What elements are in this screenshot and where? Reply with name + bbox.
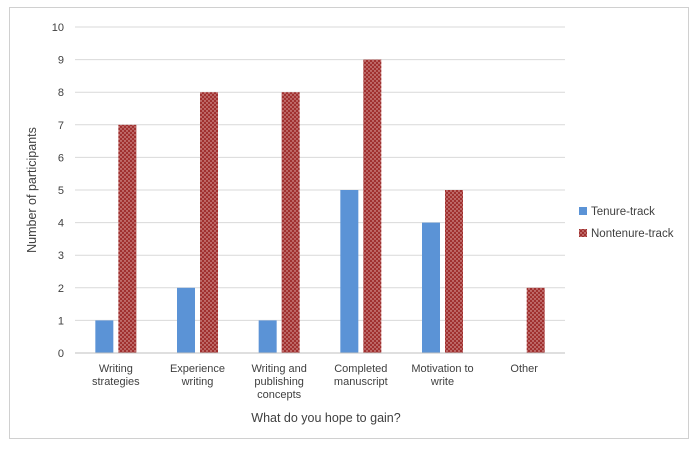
x-axis-title: What do you hope to gain? — [251, 411, 400, 425]
y-tick-label: 8 — [58, 87, 64, 99]
bar-tenure-track — [258, 320, 277, 353]
y-tick-label: 4 — [58, 218, 64, 230]
bar-tenure-track — [95, 320, 114, 353]
legend: Tenure-track Nontenure-track — [579, 206, 674, 240]
x-tick-label: Motivation to write — [411, 363, 473, 388]
bar-tenure-track — [340, 190, 359, 353]
x-tick-label: Writing strategies — [92, 363, 140, 388]
y-axis-title: Number of participants — [25, 127, 39, 253]
bar-tenure-track — [177, 287, 195, 353]
y-tick-labels: 0 1 2 3 4 5 6 7 8 9 10 — [52, 22, 64, 360]
bar-tenure-track — [422, 222, 440, 353]
legend-swatch — [579, 207, 587, 215]
y-tick-label: 10 — [52, 22, 64, 34]
bar-nontenure-track — [445, 190, 463, 353]
x-tick-label: Experience writing — [170, 363, 225, 388]
y-tick-label: 9 — [58, 55, 64, 67]
bar-nontenure-track — [118, 124, 137, 353]
y-tick-label: 6 — [58, 152, 64, 164]
bar-nontenure-track — [526, 287, 545, 353]
x-tick-label: Other — [510, 363, 538, 375]
bar-nontenure-track — [363, 59, 382, 353]
y-tick-label: 2 — [58, 283, 64, 295]
legend-label: Tenure-track — [591, 206, 655, 218]
y-tick-label: 1 — [58, 315, 64, 327]
gridlines — [75, 26, 565, 321]
x-tick-label: Writing and publishing concepts — [251, 363, 306, 401]
bar-nontenure-track — [200, 92, 218, 353]
y-tick-label: 5 — [58, 185, 64, 197]
x-tick-labels: Writing strategies Experience writing Writin… — [92, 363, 538, 401]
legend-swatch — [579, 229, 587, 237]
y-tick-label: 3 — [58, 250, 64, 262]
bars — [95, 59, 545, 353]
legend-label: Nontenure-track — [591, 228, 674, 240]
x-tick-label: Completed manuscript — [334, 363, 388, 388]
y-tick-label: 7 — [58, 120, 64, 132]
y-tick-label: 0 — [58, 348, 64, 360]
bar-nontenure-track — [281, 92, 300, 353]
